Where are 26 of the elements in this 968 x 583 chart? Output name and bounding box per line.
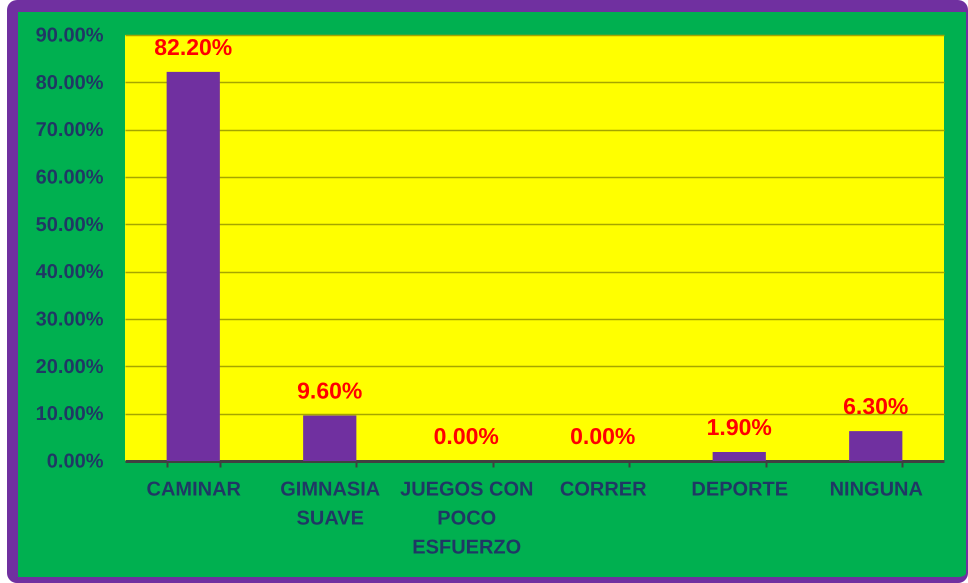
y-tick-label: 50.00% [36,214,104,236]
data-label: 6.30% [843,393,908,420]
y-tick-label: 10.00% [36,403,104,426]
bar [712,452,766,461]
x-tick-label: NINGUNA [830,478,923,500]
bar [166,72,220,461]
y-tick-label: 80.00% [36,72,104,94]
data-label: 0.00% [434,423,499,449]
data-label: 82.20% [154,34,232,60]
y-tick-label: 70.00% [36,119,104,142]
data-label: 0.00% [570,423,636,449]
y-tick-label: 30.00% [36,308,104,330]
data-label: 1.90% [706,414,772,440]
y-tick-label: 60.00% [36,166,104,188]
x-tick-label: DEPORTE [691,478,788,500]
y-tick-label: 20.00% [36,356,104,378]
x-tick-label: JUEGOS CON POCO ESFUERZO [400,478,534,558]
x-tick-label: GIMNASIA SUAVE [280,478,380,530]
y-tick-label: 40.00% [36,261,104,284]
bar [849,431,902,461]
data-label: 9.60% [297,378,362,404]
x-tick-label: CAMINAR [146,478,242,500]
y-tick-label: 90.00% [36,24,104,46]
y-tick-label: 0.00% [46,450,104,472]
x-tick-label: CORRER [560,478,648,500]
bar [303,416,356,461]
